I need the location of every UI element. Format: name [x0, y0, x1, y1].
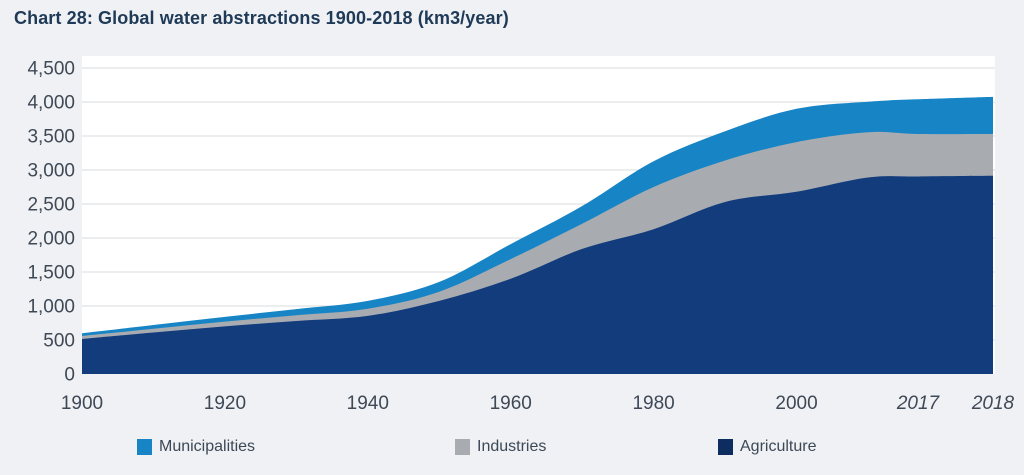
x-tick-label: 2000 [775, 393, 817, 414]
x-tick-label: 1960 [490, 393, 532, 414]
legend-swatch-agriculture [718, 439, 733, 455]
area-series [82, 96, 993, 374]
chart-legend: Municipalities Industries Agriculture [0, 438, 1024, 458]
y-tick-label: 4,000 [27, 93, 75, 114]
y-tick-label: 1,500 [27, 263, 75, 284]
y-axis-labels: 0 500 1,000 1,500 2,000 2,500 3,000 3,500 4,000 4… [27, 59, 75, 386]
legend-swatch-municipalities [137, 439, 152, 455]
legend-item-agriculture: Agriculture [718, 438, 816, 456]
legend-item-municipalities: Municipalities [137, 438, 255, 456]
legend-swatch-industries [455, 439, 470, 455]
y-tick-label: 3,000 [27, 161, 75, 182]
legend-label-agriculture: Agriculture [740, 438, 817, 455]
y-tick-label: 4,500 [27, 59, 75, 80]
chart-title: Chart 28: Global water abstractions 1900… [14, 8, 509, 28]
y-tick-label: 500 [43, 331, 75, 352]
x-tick-label: 1940 [347, 393, 389, 414]
x-tick-label: 1980 [632, 393, 674, 414]
y-tick-label: 1,000 [27, 297, 75, 318]
x-tick-label: 1920 [204, 393, 246, 414]
y-tick-label: 2,500 [27, 195, 75, 216]
y-tick-label: 2,000 [27, 229, 75, 250]
x-axis-labels: 1900 1920 1940 1960 1980 2000 2017 2018 [61, 393, 1015, 414]
x-tick-label: 1900 [61, 393, 103, 414]
y-tick-label: 3,500 [27, 127, 75, 148]
legend-label-municipalities: Municipalities [159, 438, 256, 455]
x-tick-label: 2018 [971, 393, 1015, 414]
legend-item-industries: Industries [455, 438, 546, 456]
area-agriculture [82, 175, 993, 374]
legend-label-industries: Industries [477, 438, 547, 455]
x-tick-label: 2017 [896, 393, 941, 414]
y-tick-label: 0 [64, 365, 75, 386]
